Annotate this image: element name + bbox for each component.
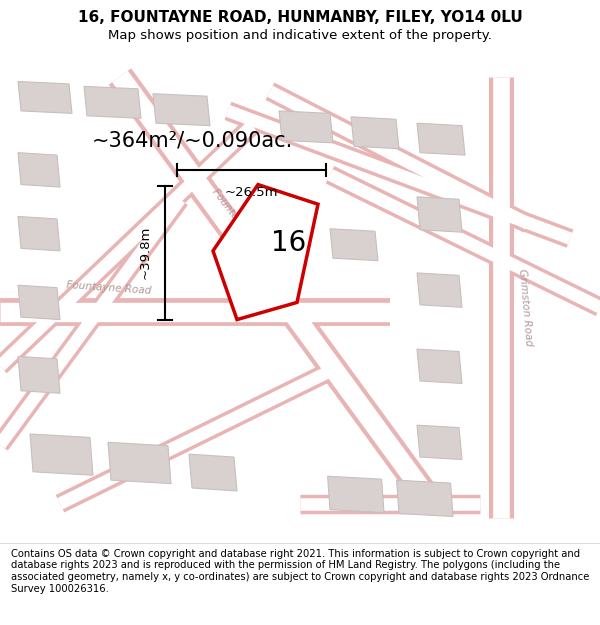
Polygon shape (328, 476, 384, 512)
Text: Fountayne Road: Fountayne Road (66, 280, 152, 296)
Text: ~364m²/~0.090ac.: ~364m²/~0.090ac. (91, 131, 293, 151)
Polygon shape (330, 229, 378, 261)
Polygon shape (351, 117, 399, 149)
Polygon shape (18, 216, 60, 251)
Polygon shape (18, 356, 60, 393)
Polygon shape (417, 349, 462, 383)
Text: Contains OS data © Crown copyright and database right 2021. This information is : Contains OS data © Crown copyright and d… (11, 549, 589, 594)
Polygon shape (417, 425, 462, 459)
Polygon shape (30, 434, 93, 475)
Text: Fountayne Road: Fountayne Road (210, 188, 270, 261)
Text: Grimston Road: Grimston Road (517, 268, 533, 346)
Polygon shape (417, 197, 462, 232)
Polygon shape (153, 94, 210, 126)
Polygon shape (258, 224, 306, 256)
Polygon shape (18, 152, 60, 187)
Polygon shape (108, 442, 171, 484)
Text: 16: 16 (271, 229, 306, 256)
Polygon shape (417, 273, 462, 308)
Polygon shape (279, 111, 333, 143)
Polygon shape (213, 184, 318, 319)
Polygon shape (84, 86, 141, 118)
Text: ~39.8m: ~39.8m (139, 226, 152, 279)
Text: Map shows position and indicative extent of the property.: Map shows position and indicative extent… (108, 29, 492, 42)
Polygon shape (189, 454, 237, 491)
Polygon shape (417, 123, 465, 155)
Text: ~26.5m: ~26.5m (224, 186, 278, 199)
Text: 16, FOUNTAYNE ROAD, HUNMANBY, FILEY, YO14 0LU: 16, FOUNTAYNE ROAD, HUNMANBY, FILEY, YO1… (77, 11, 523, 26)
Polygon shape (397, 480, 453, 516)
Polygon shape (18, 81, 72, 113)
Polygon shape (18, 285, 60, 319)
